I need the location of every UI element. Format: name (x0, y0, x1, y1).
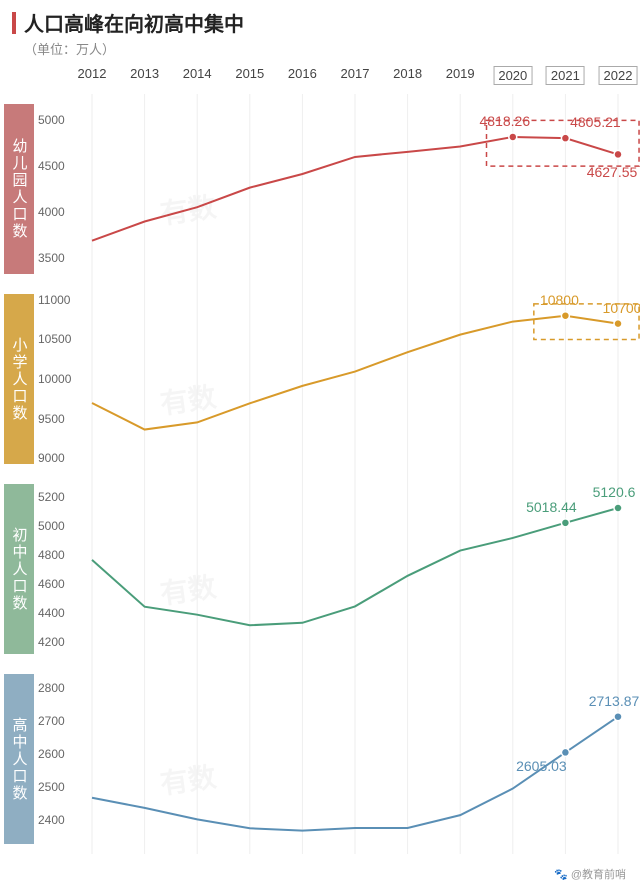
year-label: 2021 (546, 66, 585, 85)
chart-title: 人口高峰在向初高中集中 (24, 8, 244, 37)
data-point-label: 10800 (540, 292, 579, 308)
title-accent-bar (12, 12, 16, 34)
year-label: 2022 (599, 66, 638, 85)
data-point-label: 4805.21 (570, 114, 621, 130)
year-label: 2013 (130, 66, 159, 81)
chart-panel: 幼儿园人口数有数35004000450050004818.264805.2146… (0, 94, 640, 284)
chart-plot-area: 240025002600270028002605.032713.87 (38, 664, 630, 854)
chart-panel: 小学人口数有数900095001000010500110001080010700 (0, 284, 640, 474)
data-point-label: 4627.55 (587, 164, 638, 180)
title-bar: 人口高峰在向初高中集中 (0, 0, 640, 39)
line-chart-svg (0, 284, 640, 474)
data-point-label: 4818.26 (479, 113, 530, 129)
data-point-label: 5018.44 (526, 499, 577, 515)
chart-panel: 初中人口数有数4200440046004800500052005018.4451… (0, 474, 640, 664)
source-label: 🐾 @教育前哨 (554, 866, 626, 882)
year-label: 2016 (288, 66, 317, 81)
chart-plot-area: 900095001000010500110001080010700 (38, 284, 630, 474)
data-point-label: 10700 (603, 300, 640, 316)
line-chart-svg (0, 94, 640, 284)
year-label: 2014 (183, 66, 212, 81)
x-axis-years: 2012 2013 2014 2015 2016 2017 2018 2019 2020 2021… (0, 66, 640, 94)
chart-plot-area: 4200440046004800500052005018.445120.6 (38, 474, 630, 664)
data-point-label: 2713.87 (589, 693, 640, 709)
chart-panel: 高中人口数有数240025002600270028002605.032713.8… (0, 664, 640, 854)
chart-plot-area: 35004000450050004818.264805.214627.55 (38, 94, 630, 284)
chart-panels: 幼儿园人口数有数35004000450050004818.264805.2146… (0, 94, 640, 854)
data-point-label: 5120.6 (593, 484, 636, 500)
chart-subtitle: （单位：万人） (0, 39, 640, 58)
data-point-label: 2605.03 (516, 758, 567, 774)
year-label: 2019 (446, 66, 475, 81)
year-label: 2020 (493, 66, 532, 85)
year-label: 2017 (341, 66, 370, 81)
year-label: 2015 (235, 66, 264, 81)
year-label: 2018 (393, 66, 422, 81)
year-label: 2012 (78, 66, 107, 81)
